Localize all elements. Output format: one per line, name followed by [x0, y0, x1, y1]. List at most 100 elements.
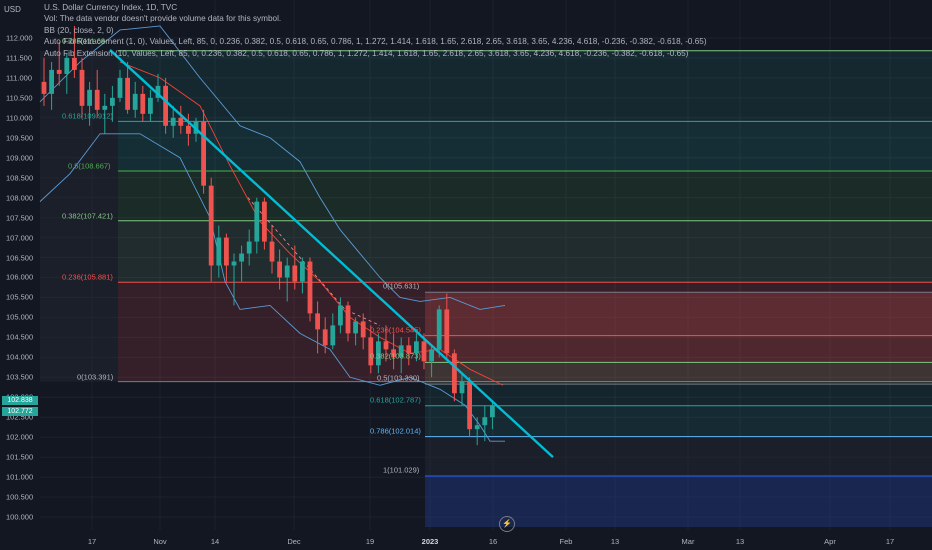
candle-body — [490, 405, 495, 418]
candle-body — [64, 57, 70, 74]
fib-extension-level-label: 1(101.029) — [383, 465, 420, 475]
time-tick-label: 14 — [210, 537, 220, 546]
candle-body — [163, 85, 168, 126]
fib-extension-zone — [425, 405, 932, 437]
candle-body — [41, 81, 47, 94]
candle-body — [186, 125, 191, 134]
candle-body — [110, 97, 115, 106]
time-tick-label: 2023 — [421, 537, 439, 546]
price-tick-label: 103.500 — [6, 372, 34, 382]
fib-retracement-zone — [118, 121, 932, 172]
fib-extension-level-label: 0.5(103.330) — [377, 373, 420, 383]
chart-legend: U.S. Dollar Currency Index, 1D, TVC Vol:… — [44, 2, 707, 59]
candle-body — [72, 57, 77, 70]
bb-lower-band — [39, 133, 505, 442]
candle-body — [269, 241, 275, 262]
candle-body — [338, 305, 343, 326]
candle-body — [383, 341, 389, 350]
fib-extension-label[interactable]: Auto Fib Extension (10, Values, Left, 85… — [44, 48, 689, 58]
fib-extension-level-label: 0.236(104.545) — [370, 325, 421, 335]
time-tick-label: 19 — [365, 537, 375, 546]
price-tick-label: 107.500 — [6, 213, 34, 223]
fib-extension-zone — [425, 292, 932, 336]
candle-body — [132, 93, 138, 110]
candle-body — [330, 325, 336, 346]
price-tick-label: 111.500 — [6, 53, 32, 63]
candle-body — [482, 417, 488, 426]
price-tick-label: 111.000 — [6, 73, 32, 83]
fib-extension-zone — [425, 335, 932, 363]
candle-body — [300, 261, 305, 282]
symbol-title[interactable]: U.S. Dollar Currency Index, 1D, TVC — [44, 3, 178, 12]
candle-body — [474, 425, 480, 430]
candle-body — [231, 261, 237, 266]
price-tick-label: 112.000 — [6, 33, 33, 43]
time-tick-label: 13 — [735, 537, 745, 546]
price-tick-label: 105.500 — [6, 292, 34, 302]
price-tick-label: 106.000 — [6, 272, 34, 282]
price-tick-label: 101.000 — [6, 472, 34, 482]
fib-retracement-zone — [118, 50, 932, 122]
time-tick-label: 17 — [87, 537, 97, 546]
candle-body — [345, 305, 351, 334]
candle-body — [148, 97, 153, 114]
time-tick-label: Apr — [824, 537, 836, 546]
price-tick-label: 108.500 — [6, 173, 34, 183]
candle-body — [170, 117, 176, 126]
price-tick-label: 109.000 — [6, 153, 34, 163]
time-tick-label: Mar — [681, 537, 695, 546]
candle-body — [125, 77, 130, 110]
candle-body — [49, 69, 54, 94]
candle-body — [94, 89, 100, 110]
candle-body — [429, 349, 434, 362]
candle-body — [140, 93, 146, 114]
fib-retracement-zone — [118, 282, 932, 382]
price-tick-label: 101.500 — [6, 452, 34, 462]
lightning-icon[interactable]: ⚡ — [499, 516, 515, 532]
price-tick-label: 110.500 — [6, 93, 33, 103]
candle-body — [208, 185, 214, 266]
fib-extension-level-label: 0.382(103.873) — [370, 351, 421, 361]
candle-body — [459, 381, 465, 394]
fib-retracement-level-label: 0.382(107.421) — [62, 211, 113, 221]
candle-body — [391, 349, 396, 358]
price-tick-label: 109.500 — [6, 133, 34, 143]
last-price-badge: 102.772 — [2, 406, 38, 416]
bb-upper-band — [39, 25, 506, 310]
fib-extension-zone — [425, 384, 932, 406]
candle-body — [117, 77, 123, 98]
candle-body — [452, 353, 457, 394]
price-tick-label: 100.000 — [6, 512, 34, 522]
fib-retracement-level-label: 0.236(105.881) — [62, 272, 113, 282]
candle-body — [292, 265, 298, 282]
price-tick-label: 104.500 — [6, 332, 34, 342]
candle-body — [360, 321, 366, 338]
fib-extension-level-label: 0.786(102.014) — [370, 426, 421, 436]
price-tick-label: 107.000 — [6, 233, 34, 243]
fib-retracement-label[interactable]: Auto Fib Retracement (1, 0), Values, Lef… — [44, 37, 707, 47]
volume-notice: Vol: The data vendor doesn't provide vol… — [44, 14, 282, 24]
candle-body — [262, 201, 267, 242]
candle-body — [284, 265, 290, 278]
downtrend-line — [109, 49, 554, 459]
fib-retracement-zone — [118, 171, 932, 221]
candle-body — [216, 237, 222, 266]
fib-extension-zone — [425, 362, 932, 385]
fib-retracement-level-label: 0.618(109.912) — [62, 111, 113, 121]
candle-body — [307, 261, 313, 314]
candle-body — [444, 309, 450, 354]
bb-indicator-label[interactable]: BB (20, close, 2, 0) — [44, 25, 114, 35]
time-tick-label: 13 — [610, 537, 620, 546]
fib-extension-level-label: 0.618(102.787) — [370, 395, 421, 405]
price-tick-label: 102.000 — [6, 432, 34, 442]
last-price-badge: 102.838 — [2, 396, 38, 406]
time-tick-label: Feb — [559, 537, 573, 546]
candle-body — [246, 241, 252, 254]
candle-body — [254, 201, 260, 242]
candle-body — [277, 261, 282, 278]
candle-body — [467, 381, 472, 430]
fib-extension-level-label: 0(105.631) — [383, 281, 420, 291]
fib-extension-zone — [425, 436, 932, 476]
